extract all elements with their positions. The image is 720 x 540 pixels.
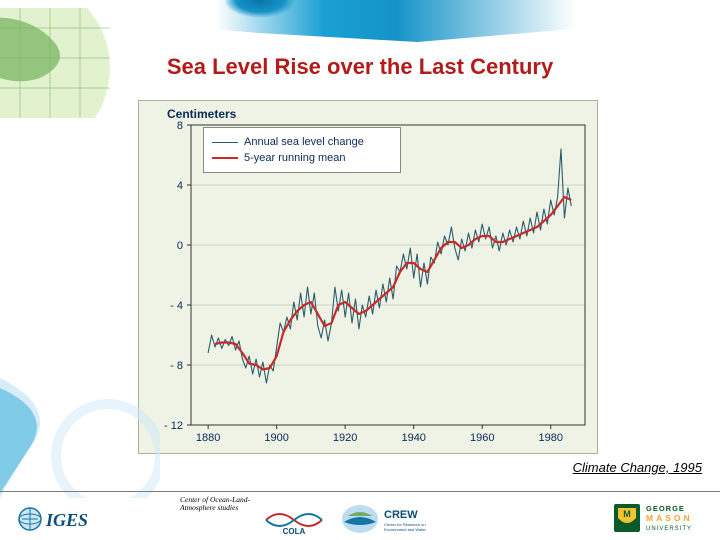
svg-text:1880: 1880: [196, 432, 220, 444]
iges-logo: IGES: [18, 504, 88, 534]
gmu-logo: M GEORGE MASON UNIVERSITY: [612, 500, 702, 536]
svg-text:- 12: - 12: [164, 420, 183, 432]
cola-logo: COLA: [264, 506, 324, 536]
svg-text:- 8: - 8: [170, 360, 183, 372]
header-swoosh: [0, 0, 720, 42]
svg-text:MASON: MASON: [646, 513, 693, 523]
svg-text:1960: 1960: [470, 432, 494, 444]
svg-text:- 4: - 4: [170, 300, 183, 312]
sea-level-chart: Centimeters - 12- 8- 4048188019001920194…: [138, 100, 598, 454]
svg-text:0: 0: [177, 240, 183, 252]
legend-label: 5-year running mean: [244, 152, 346, 164]
svg-text:1940: 1940: [401, 432, 425, 444]
legend-label: Annual sea level change: [244, 136, 364, 148]
cola-text-line: Atmosphere studies: [180, 503, 238, 512]
svg-text:1980: 1980: [538, 432, 562, 444]
legend-item: Annual sea level change: [212, 134, 392, 150]
legend-item: 5-year running mean: [212, 150, 392, 166]
footer: IGES Center of Ocean-Land- Atmosphere st…: [0, 492, 720, 540]
svg-text:1920: 1920: [333, 432, 357, 444]
legend-swatch: [212, 142, 238, 143]
footer-swoosh: [0, 378, 160, 498]
svg-text:M: M: [623, 509, 631, 519]
crew-logo: CREW Center for Research on Environment …: [340, 502, 450, 536]
svg-text:IGES: IGES: [45, 510, 88, 530]
svg-text:CREW: CREW: [384, 509, 418, 521]
cola-text: Center of Ocean-Land- Atmosphere studies: [180, 496, 250, 512]
svg-text:GEORGE: GEORGE: [646, 504, 685, 513]
svg-text:1900: 1900: [264, 432, 288, 444]
svg-text:4: 4: [177, 180, 183, 192]
legend-swatch: [212, 157, 238, 159]
svg-text:Environment and Water: Environment and Water: [384, 527, 427, 532]
svg-text:8: 8: [177, 120, 183, 132]
svg-text:COLA: COLA: [283, 527, 306, 536]
slide-title: Sea Level Rise over the Last Century: [0, 54, 720, 80]
svg-text:UNIVERSITY: UNIVERSITY: [646, 526, 692, 532]
chart-legend: Annual sea level change 5-year running m…: [203, 127, 401, 173]
source-caption: Climate Change, 1995: [573, 460, 702, 475]
slide: { "title": "Sea Level Rise over the Last…: [0, 0, 720, 540]
